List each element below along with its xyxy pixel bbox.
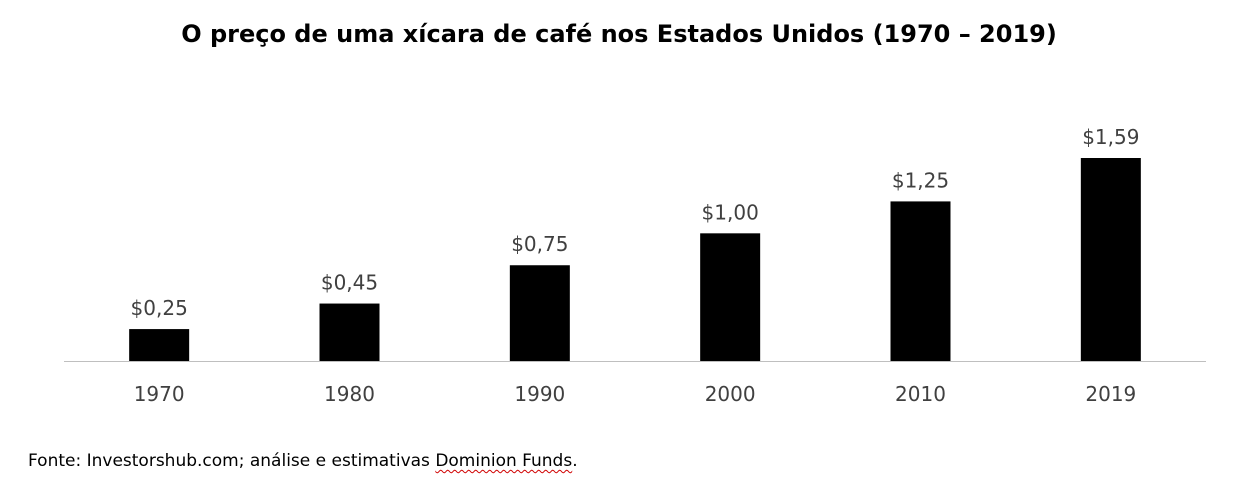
bars-layer bbox=[129, 158, 1141, 361]
bar-2010 bbox=[890, 201, 951, 361]
bar-1970 bbox=[129, 329, 190, 361]
bar-2019 bbox=[1080, 158, 1141, 361]
value-label-1980: $0,45 bbox=[321, 271, 378, 295]
source-prefix: Fonte: Investorshub.com; análise e estim… bbox=[28, 451, 436, 471]
value-label-1970: $0,25 bbox=[131, 296, 188, 320]
tick-label-2000: 2000 bbox=[705, 382, 756, 406]
value-label-2010: $1,25 bbox=[892, 168, 949, 192]
source-note: Fonte: Investorshub.com; análise e estim… bbox=[28, 451, 578, 471]
tick-label-1970: 1970 bbox=[134, 382, 185, 406]
tick-label-2010: 2010 bbox=[895, 382, 946, 406]
value-label-2000: $1,00 bbox=[702, 200, 759, 224]
tick-labels-layer: 1970 1980 1990 2000 2010 2019 bbox=[134, 382, 1137, 406]
tick-label-2019: 2019 bbox=[1085, 382, 1136, 406]
chart-title: O preço de uma xícara de café nos Estado… bbox=[181, 20, 1057, 48]
tick-label-1990: 1990 bbox=[514, 382, 565, 406]
source-link: Dominion Funds bbox=[435, 451, 573, 471]
bar-1990 bbox=[509, 265, 570, 361]
source-suffix: . bbox=[572, 451, 578, 471]
value-labels-layer: $0,25 $0,45 $0,75 $1,00 $1,25 $1,59 bbox=[131, 125, 1140, 320]
bar-chart: $0,25$0,45$0,75$1,00$1,25$1,59 1970 1980 1… bbox=[64, 125, 1206, 406]
value-label-2019: $1,59 bbox=[1082, 125, 1139, 149]
value-label-1990: $0,75 bbox=[511, 232, 568, 256]
bar-2000 bbox=[700, 233, 761, 361]
tick-label-1980: 1980 bbox=[324, 382, 375, 406]
bar-1980 bbox=[319, 303, 380, 361]
